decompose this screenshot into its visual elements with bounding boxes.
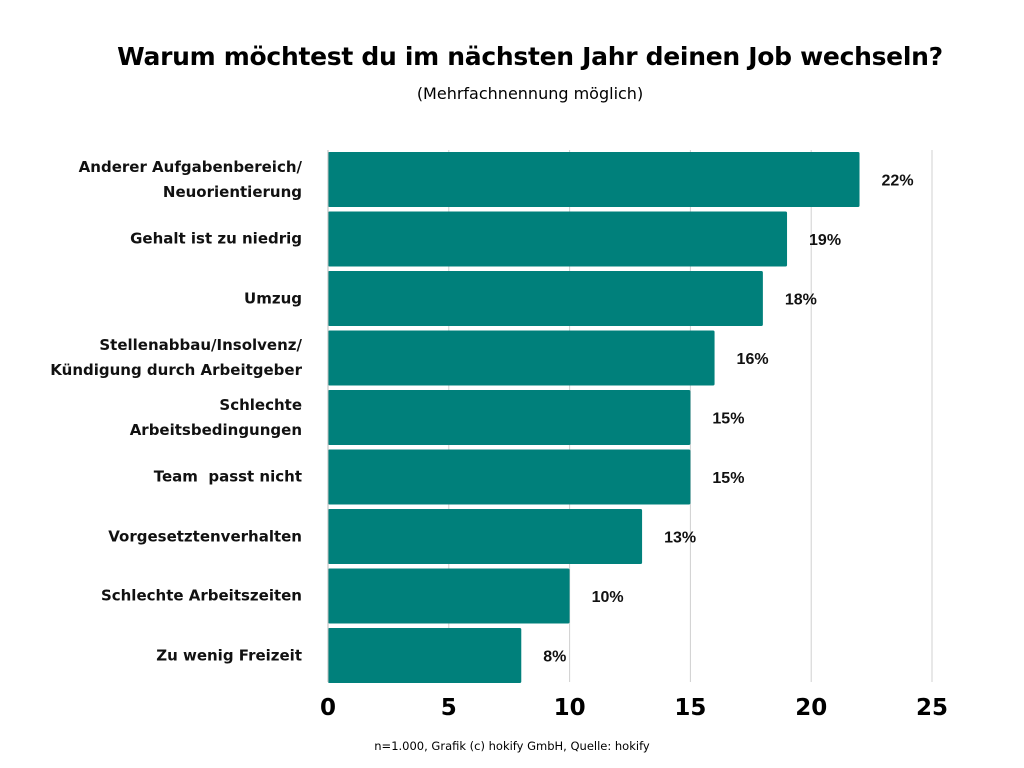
chart-subtitle: (Mehrfachnennung möglich) — [416, 84, 644, 103]
data-label: 16% — [737, 351, 769, 368]
data-label: 10% — [592, 589, 624, 606]
chart-title: Warum möchtest du im nächsten Jahr deine… — [117, 42, 943, 71]
data-label: 18% — [785, 292, 817, 309]
bar — [328, 449, 691, 505]
category-label: Schlechte Arbeitsbedingungen — [129, 395, 302, 439]
data-label: 22% — [882, 173, 914, 190]
chart-footer: n=1.000, Grafik (c) hokify GmbH, Quelle:… — [374, 739, 650, 753]
category-label: Umzug — [244, 289, 302, 307]
x-tick-label: 15 — [674, 695, 706, 721]
x-tick-label: 25 — [916, 695, 948, 721]
bar — [328, 211, 788, 267]
x-tick-label: 0 — [320, 695, 336, 721]
bar — [328, 390, 691, 445]
category-label: Zu wenig Freizeit — [156, 646, 302, 664]
category-label: Anderer Aufgabenbereich/ Neuorientierung — [78, 157, 302, 201]
bar — [328, 152, 860, 207]
data-label: 15% — [712, 411, 744, 428]
category-label: Gehalt ist zu niedrig — [130, 229, 302, 248]
bar — [328, 330, 715, 386]
bar — [328, 271, 763, 326]
data-label: 19% — [809, 232, 841, 249]
data-label: 8% — [543, 649, 566, 666]
x-tick-label: 20 — [795, 695, 827, 721]
category-label: Team passt nicht — [153, 467, 302, 486]
bar — [328, 509, 643, 564]
category-label: Stellenabbau/Insolvenz/ Kündigung durch … — [50, 336, 302, 379]
bar — [328, 568, 570, 624]
bar — [328, 628, 522, 683]
data-label: 13% — [664, 530, 696, 547]
x-tick-label: 5 — [441, 695, 457, 721]
category-label: Schlechte Arbeitszeiten — [100, 586, 302, 605]
x-tick-label: 10 — [554, 695, 586, 721]
data-label: 15% — [712, 470, 744, 487]
category-label: Vorgesetztenverhalten — [108, 527, 302, 545]
